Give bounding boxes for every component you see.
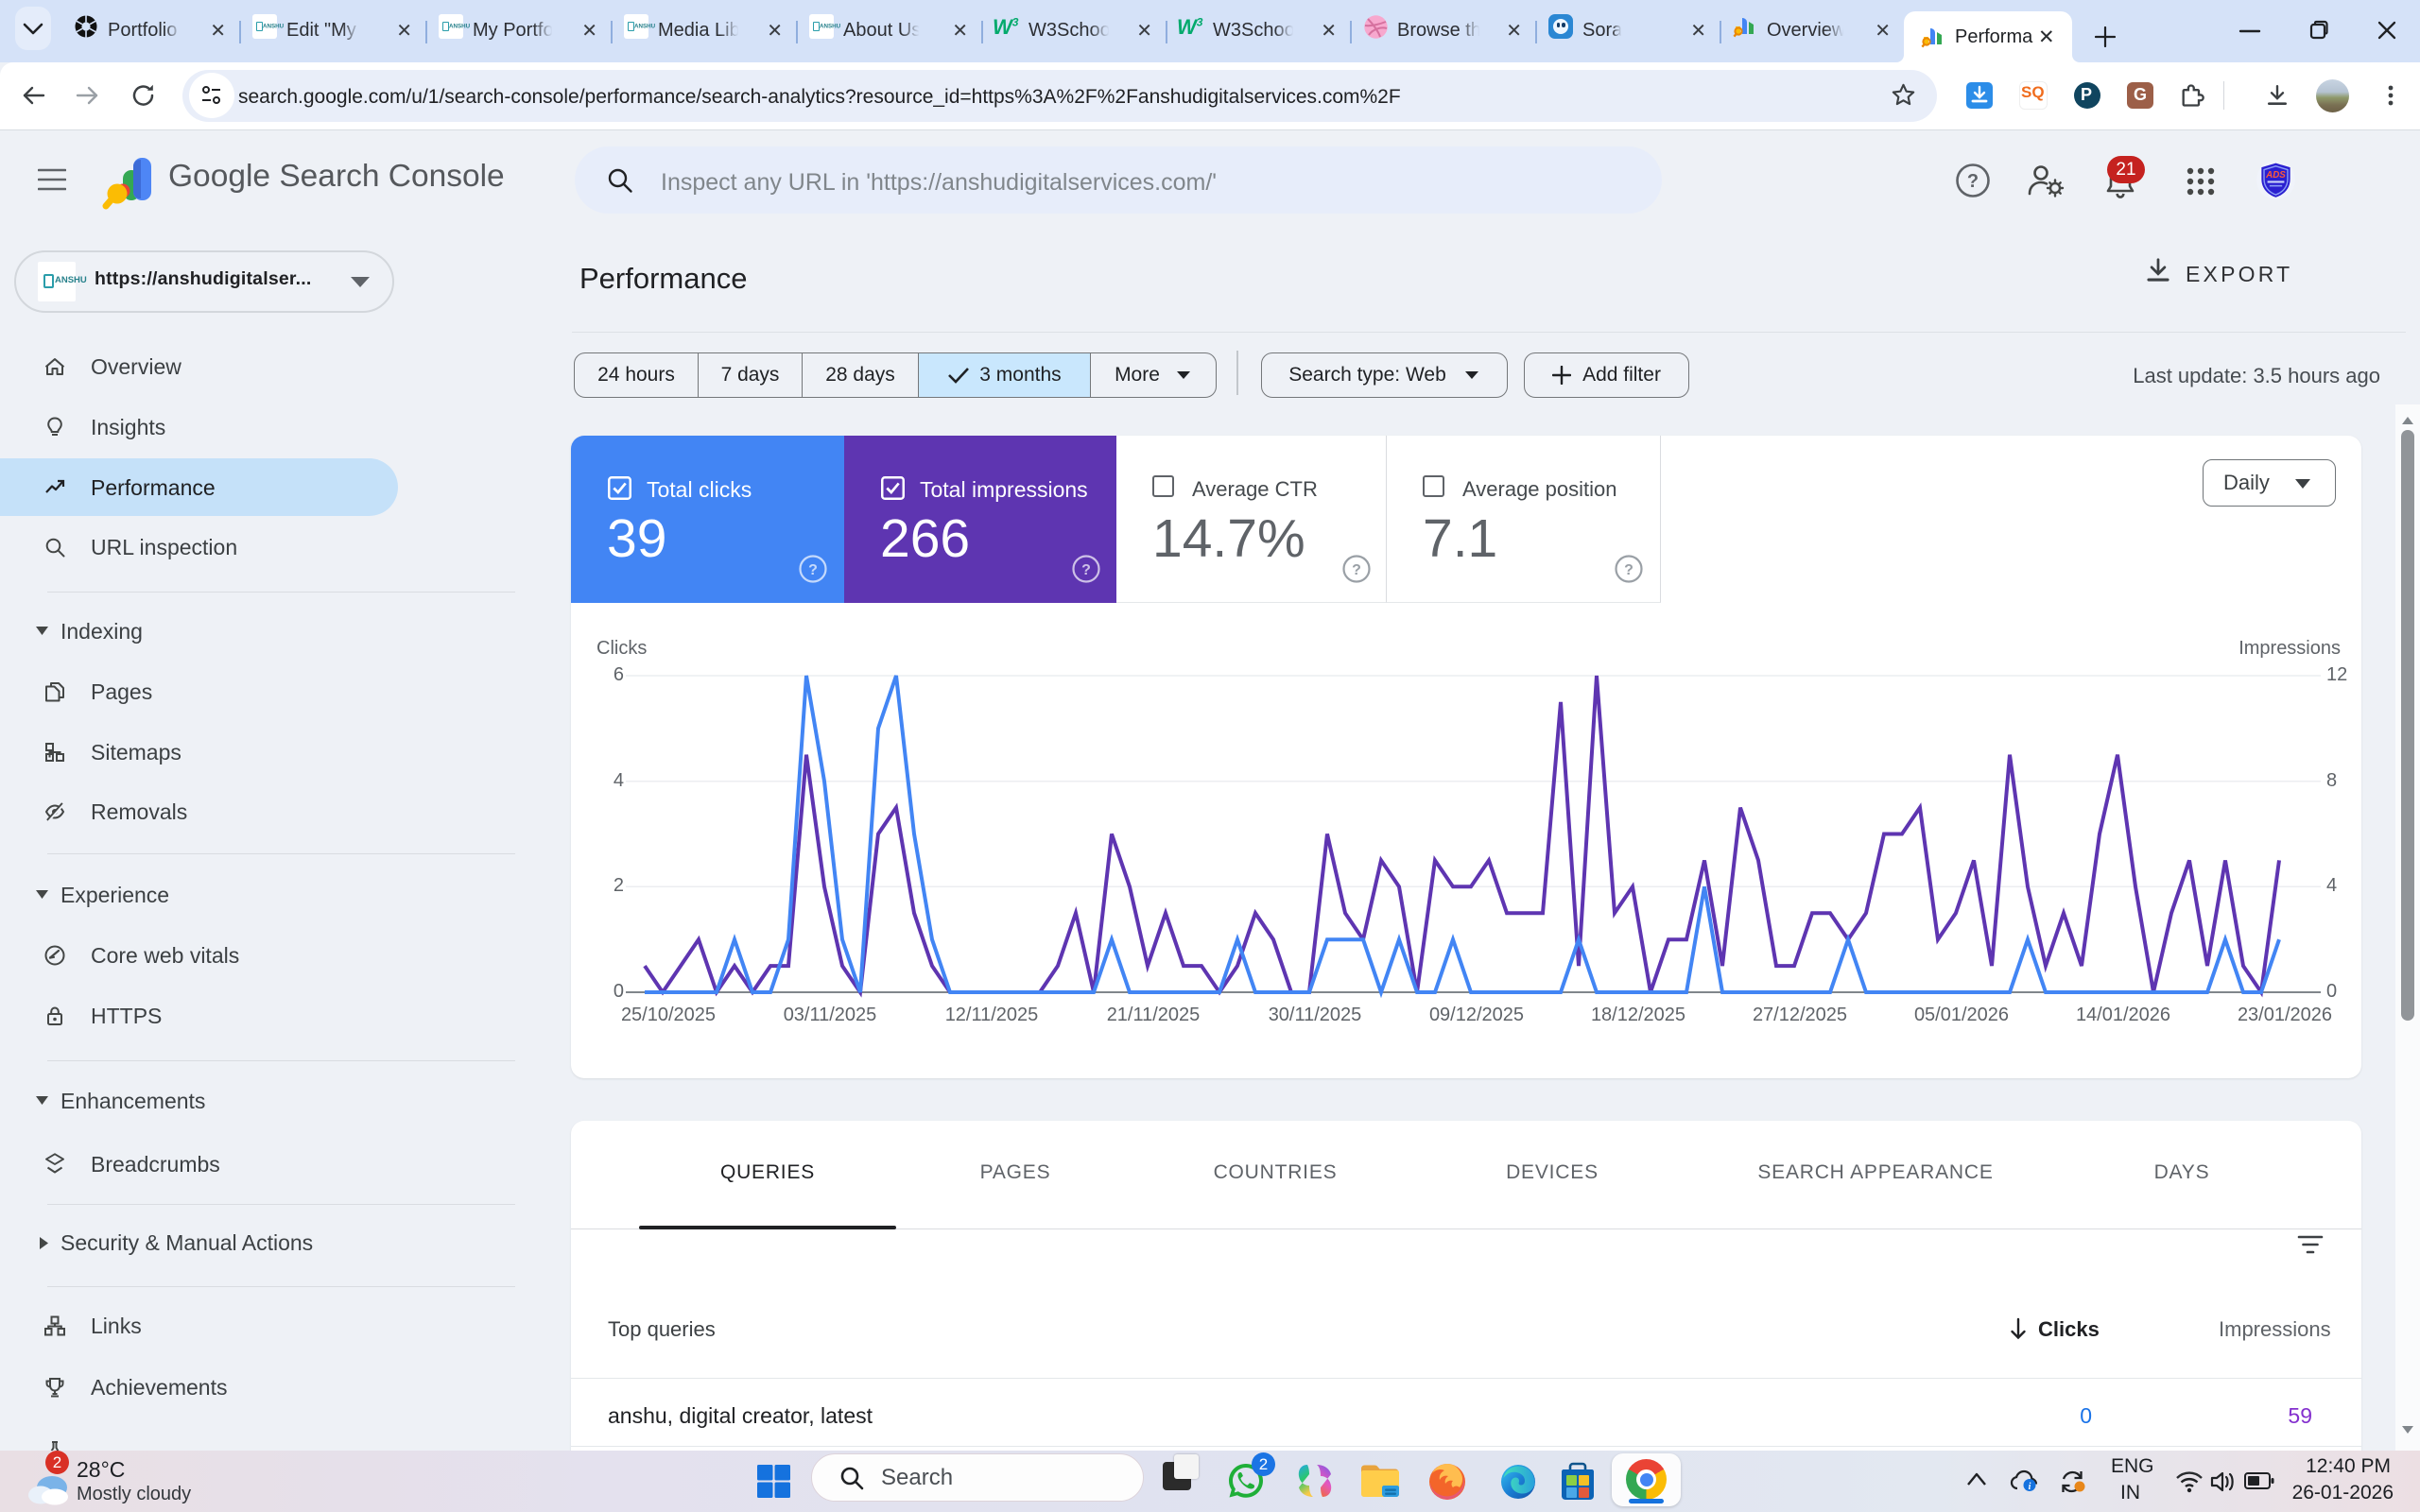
svg-text:?: ? [1624,562,1634,578]
svg-text:ADS: ADS [2265,170,2286,180]
svg-text:i: i [2029,1482,2031,1492]
svg-text:?: ? [1352,562,1361,578]
svg-text:?: ? [1967,171,1979,192]
svg-text:?: ? [808,562,818,578]
svg-text:?: ? [1081,562,1091,578]
